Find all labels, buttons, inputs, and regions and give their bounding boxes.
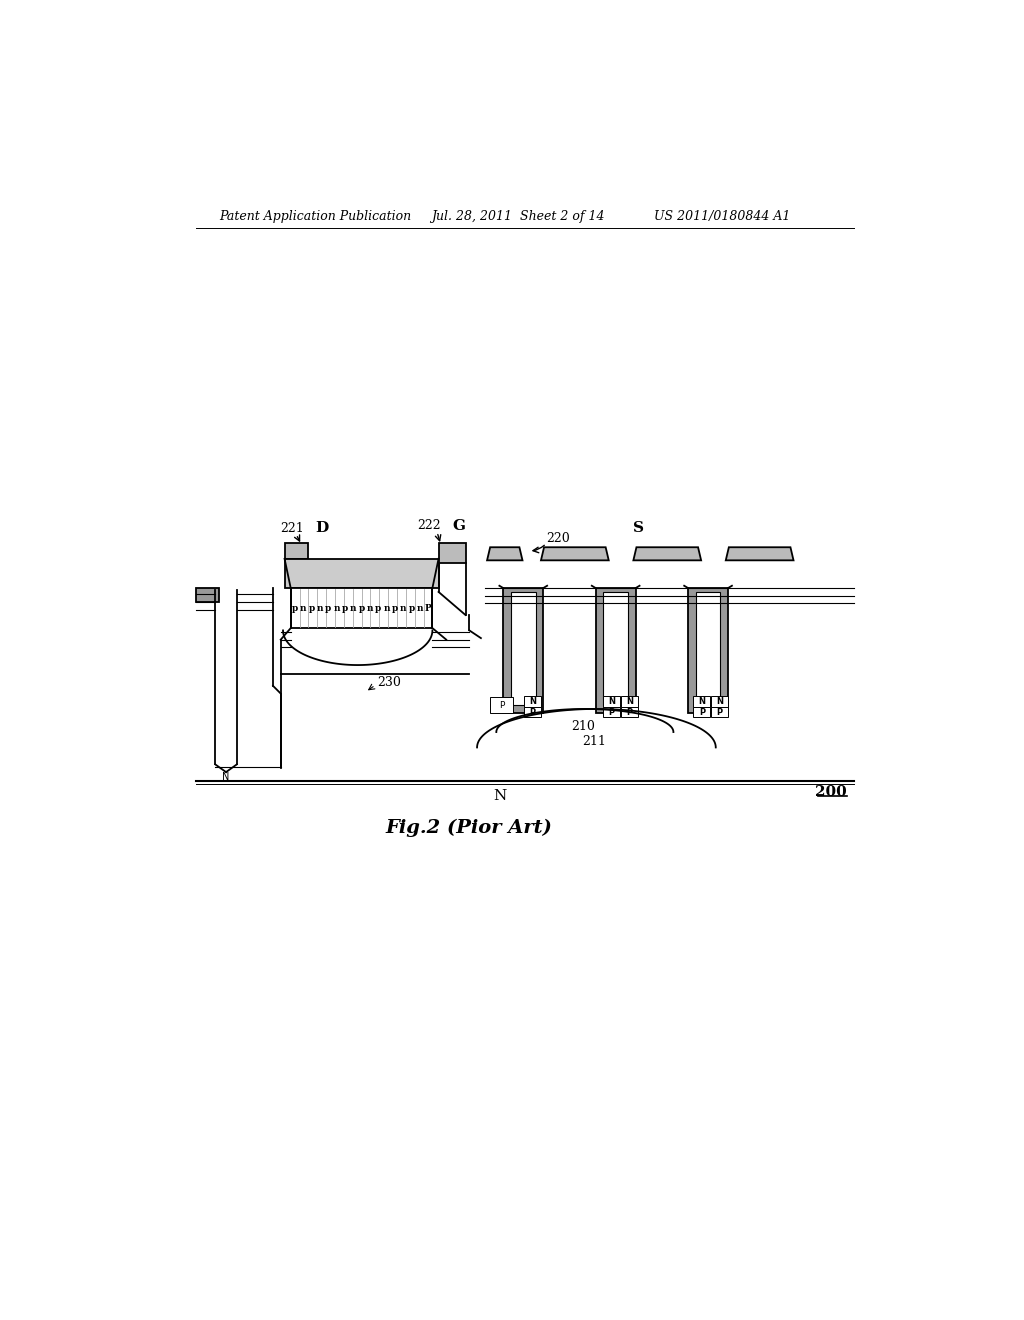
Text: N: N [698,697,706,706]
Bar [693,708,711,717]
Text: N: N [529,697,536,706]
Text: p: p [409,603,415,612]
Bar [603,696,621,708]
Text: P: P [529,708,536,717]
Text: n: n [350,603,356,612]
Text: 222: 222 [418,519,441,532]
Bar [285,558,438,589]
Text: n: n [300,603,306,612]
Bar [621,708,638,717]
Text: N: N [608,697,615,706]
Bar [711,708,728,717]
Text: p: p [392,603,398,612]
Text: n: n [383,603,390,612]
Text: n: n [417,603,423,612]
Bar [688,589,728,713]
Text: Fig.2 (Pior Art): Fig.2 (Pior Art) [386,820,553,837]
Text: G: G [453,519,466,533]
Text: 220: 220 [546,532,569,545]
Bar [695,591,720,705]
Bar [511,591,536,705]
Bar [524,696,541,708]
Bar [693,696,711,708]
Text: p: p [342,603,348,612]
Bar [438,544,466,562]
Text: p: p [358,603,365,612]
Polygon shape [487,548,522,561]
Text: P: P [698,708,705,717]
Text: 221: 221 [281,521,304,535]
Bar [596,589,636,713]
Bar [196,589,219,602]
Bar [621,696,638,708]
Bar [603,708,621,717]
Polygon shape [634,548,701,561]
Text: US 2011/0180844 A1: US 2011/0180844 A1 [654,210,791,223]
Text: N: N [222,772,229,781]
Text: n: n [333,603,340,612]
Polygon shape [726,548,794,561]
Text: n: n [400,603,407,612]
Text: Patent Application Publication: Patent Application Publication [219,210,412,223]
Text: P: P [499,701,505,710]
Text: 230: 230 [377,676,400,689]
Text: D: D [315,521,328,535]
Text: P: P [608,708,614,717]
Bar [603,591,628,705]
Text: 211: 211 [583,735,606,748]
Polygon shape [541,548,608,561]
Text: P: P [425,603,431,612]
Bar [291,589,432,628]
Bar [503,589,544,713]
Text: n: n [316,603,324,612]
Text: Jul. 28, 2011  Sheet 2 of 14: Jul. 28, 2011 Sheet 2 of 14 [431,210,604,223]
Text: 210: 210 [571,721,595,733]
Text: N: N [626,697,633,706]
Text: p: p [375,603,381,612]
Bar [711,696,728,708]
Text: p: p [292,603,298,612]
Text: 200: 200 [815,785,847,799]
Bar [285,544,307,558]
Text: S: S [633,521,644,535]
Text: n: n [367,603,373,612]
Text: N: N [716,697,723,706]
Text: p: p [308,603,314,612]
Bar [490,697,513,713]
Text: P: P [717,708,723,717]
Text: p: p [325,603,332,612]
Text: P: P [627,708,633,717]
Text: N: N [494,789,507,803]
Bar [524,708,541,717]
